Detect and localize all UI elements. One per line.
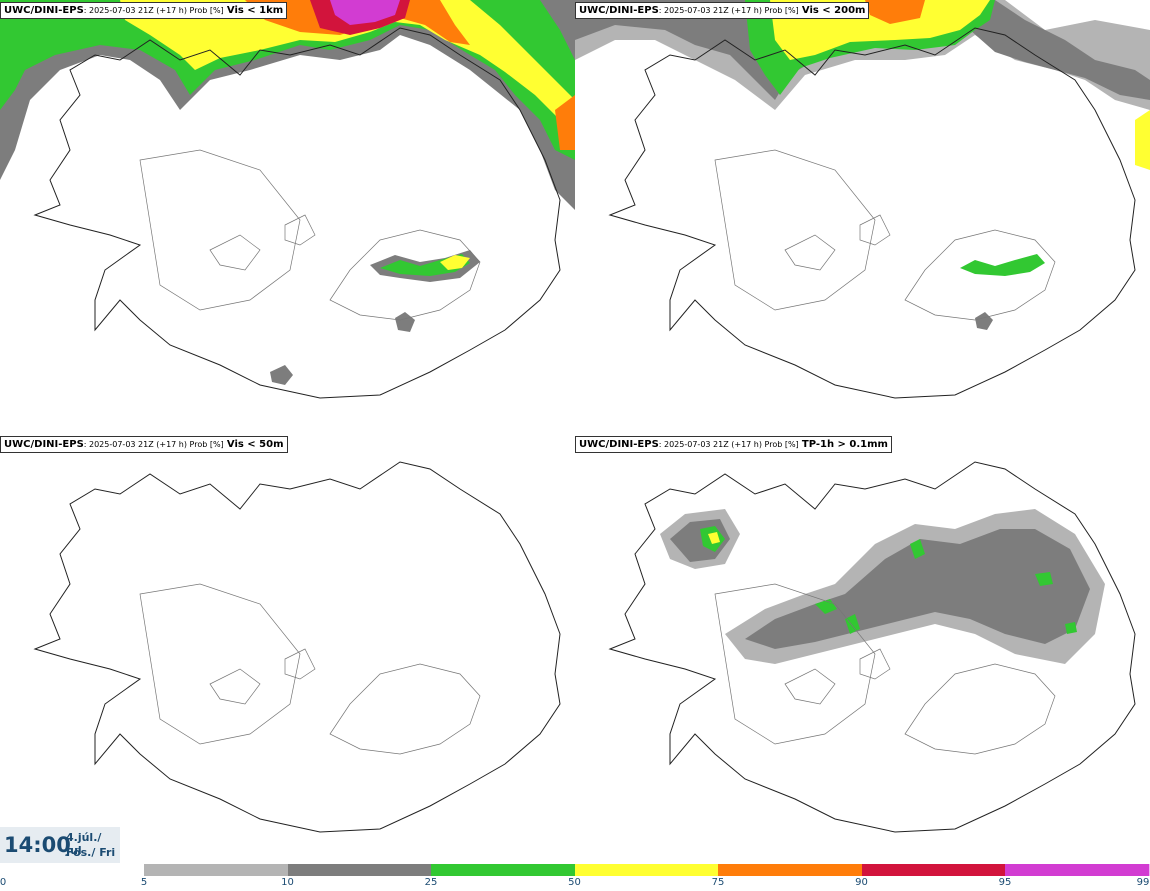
colorbar-segment [861,864,1005,876]
colorbar-segment [287,864,431,876]
colorbar-ticks: 0 5 10 25 50 75 90 95 99 [0,876,1150,891]
contours [139,583,481,755]
map-panel-vis-200m: UWC/DINI-EPS: 2025-07-03 21Z (+17 h) Pro… [575,0,1150,430]
colorbar-tick-label: 0 [0,877,7,888]
probability-field [575,0,1150,330]
panel-title: UWC/DINI-EPS: 2025-07-03 21Z (+17 h) Pro… [575,2,870,19]
contours [139,149,481,321]
colorbar-tick-label: 99 [1136,877,1150,888]
probability-field [660,509,1105,664]
valid-weekday: Fös./ Fri [66,846,116,859]
valid-time-box: 14:00 4.júl./ Jul Fös./ Fri [0,827,120,863]
colorbar [0,864,1150,876]
colorbar-segment [1005,864,1149,876]
colorbar-tick-label: 5 [140,877,148,888]
coastline [33,27,561,399]
colorbar-tick-label: 95 [998,877,1012,888]
map-panel-tp-1h: UWC/DINI-EPS: 2025-07-03 21Z (+17 h) Pro… [575,434,1150,864]
colorbar-segment [574,864,718,876]
contours [714,583,1056,755]
map-canvas [608,461,1136,833]
colorbar-tick-label: 10 [281,877,294,888]
map-canvas [33,461,561,833]
map-canvas [0,0,575,399]
colorbar-tick-label: 75 [711,877,725,888]
coastline [608,461,1136,833]
valid-date: 4.júl./ Jul [66,831,102,857]
map-panel-vis-50m: UWC/DINI-EPS: 2025-07-03 21Z (+17 h) Pro… [0,434,575,864]
coastline [33,461,561,833]
colorbar-segment [144,864,288,876]
panel-title: UWC/DINI-EPS: 2025-07-03 21Z (+17 h) Pro… [575,436,892,453]
map-canvas [575,0,1150,399]
map-panel-vis-1km: UWC/DINI-EPS: 2025-07-03 21Z (+17 h) Pro… [0,0,575,430]
valid-time: 14:00 [4,833,71,857]
panel-title: UWC/DINI-EPS: 2025-07-03 21Z (+17 h) Pro… [0,2,288,19]
panel-title: UWC/DINI-EPS: 2025-07-03 21Z (+17 h) Pro… [0,436,288,453]
probability-field [0,0,575,385]
colorbar-segment [431,864,575,876]
colorbar-tick-label: 25 [424,877,438,888]
contours [714,149,1056,321]
colorbar-tick-label: 90 [855,877,868,888]
colorbar-segment [1148,864,1150,876]
colorbar-segment [718,864,862,876]
coastline [608,27,1136,399]
colorbar-tick-label: 50 [568,877,581,888]
